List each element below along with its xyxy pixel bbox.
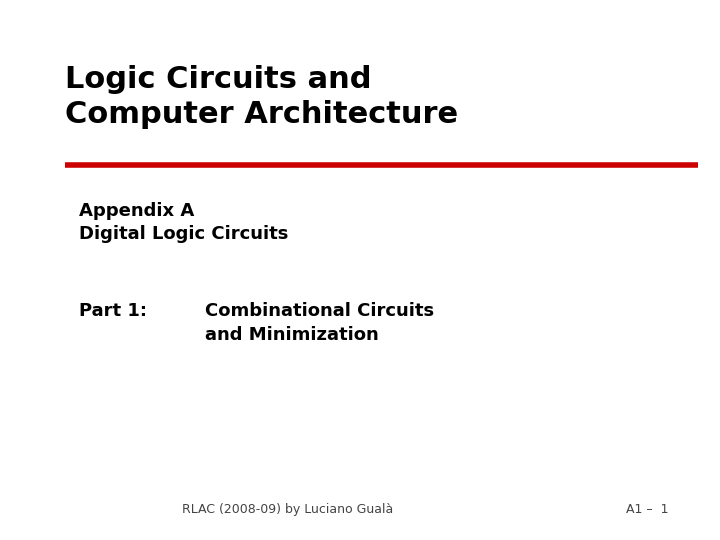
Text: Combinational Circuits
and Minimization: Combinational Circuits and Minimization (205, 302, 434, 344)
Text: A1 –  1: A1 – 1 (626, 503, 669, 516)
Text: RLAC (2008-09) by Luciano Gualà: RLAC (2008-09) by Luciano Gualà (182, 503, 394, 516)
Text: Appendix A
Digital Logic Circuits: Appendix A Digital Logic Circuits (79, 202, 289, 244)
Text: Logic Circuits and
Computer Architecture: Logic Circuits and Computer Architecture (65, 65, 458, 129)
Text: Part 1:: Part 1: (79, 302, 147, 320)
